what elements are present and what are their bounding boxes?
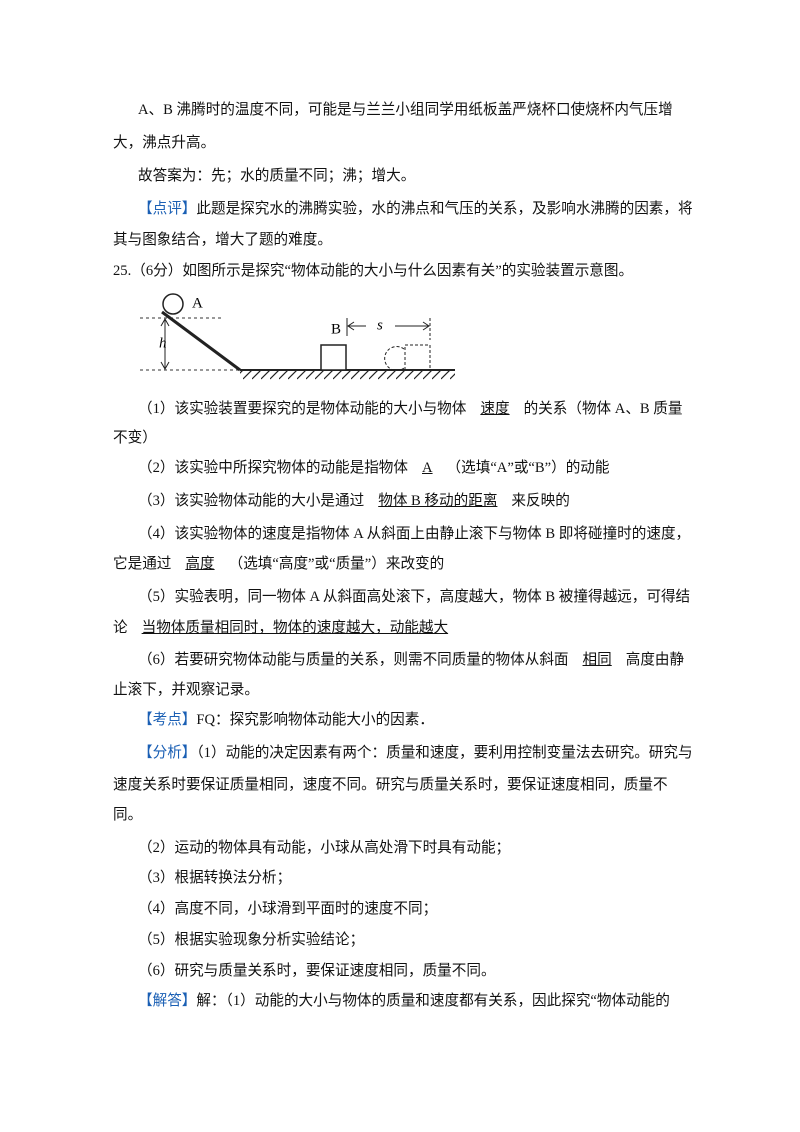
text-line: 25.（6分）如图所示是探究“物体动能的大小与什么因素有关”的实验装置示意图。 [113, 261, 633, 281]
text: （4）高度不同，小球滑到平面时的速度不同； [138, 901, 438, 917]
text-line: （4）高度不同，小球滑到平面时的速度不同； [138, 899, 437, 919]
text-line: 止滚下，并观察记录。 [113, 680, 259, 700]
text: 止滚下，并观察记录。 [113, 682, 259, 698]
text-line: 不变） [113, 428, 157, 448]
text: 的关系（物体 A、B 质量 [523, 401, 683, 417]
text: （选填“A”或“B”）的动能 [446, 460, 610, 476]
text-line: （4）该实验物体的速度是指物体 A 从斜面上由静止滚下与物体 B 即将碰撞时的速… [138, 524, 690, 544]
text-line: 速度关系时要保证质量相同，速度不同。研究与质量关系时，要保证速度相同，质量不 [113, 775, 668, 795]
text-line: （5）实验表明，同一物体 A 从斜面高处滚下，高度越大，物体 B 被撞得越远，可… [138, 587, 690, 607]
arrow-heads [160, 317, 170, 371]
text-line: （5）根据实验现象分析实验结论； [138, 930, 364, 950]
section-tag: 【解答】 [138, 993, 197, 1009]
label-b: B [331, 321, 341, 337]
label-s: s [377, 317, 383, 333]
text-line: 大，沸点升高。 [113, 133, 215, 153]
text: （选填“高度”或“质量”）来改变的 [228, 556, 445, 572]
text: （4）该实验物体的速度是指物体 A 从斜面上由静止滚下与物体 B 即将碰撞时的速… [138, 526, 691, 542]
text: （6）研究与质量关系时，要保证速度相同，质量不同。 [138, 963, 496, 979]
text: （3）根据转换法分析； [138, 870, 292, 886]
text-line: A、B 沸腾时的温度不同，可能是与兰兰小组同学用纸板盖严烧杯口使烧杯内气压增 [138, 100, 673, 120]
text-line: （1）该实验装置要探究的是物体动能的大小与物体 速度 的关系（物体 A、B 质量 [138, 399, 683, 419]
text: 大，沸点升高。 [113, 135, 216, 151]
text: （2）运动的物体具有动能，小球从高处滑下时具有动能； [138, 840, 511, 856]
ground-hatch [240, 371, 455, 380]
text: 25.（6分）如图所示是探究“物体动能的大小与什么因素有关”的实验装置示意图。 [113, 263, 634, 279]
answer-blank: 速度 [480, 401, 510, 417]
text: 它是通过 [113, 556, 172, 572]
text-line: 其与图象结合，增大了题的难度。 [113, 230, 332, 250]
text-line: 【点评】此题是探究水的沸腾实验，水的沸点和气压的关系，及影响水沸腾的因素，将 [138, 199, 693, 219]
text-line: （2）运动的物体具有动能，小球从高处滑下时具有动能； [138, 838, 510, 858]
text-line: 论当物体质量相同时，物体的速度越大，动能越大 [113, 618, 462, 638]
answer-blank: 高度 [185, 556, 215, 572]
text-line: 同。 [113, 805, 142, 825]
text: 高度由静 [625, 652, 685, 668]
text-line: （3）该实验物体动能的大小是通过 物体 B 移动的距离 来反映的 [138, 491, 570, 511]
text: 来反映的 [511, 493, 570, 509]
text: （5）根据实验现象分析实验结论； [138, 932, 365, 948]
text: FQ：探究影响物体动能大小的因素． [196, 712, 434, 728]
answer-blank: 当物体质量相同时，物体的速度越大，动能越大 [141, 620, 449, 636]
label-a: A [192, 295, 203, 311]
ball-a [162, 293, 184, 315]
answer-blank: 相同 [582, 652, 612, 668]
text-line: 故答案为：先；水的质量不同；沸；增大。 [138, 166, 415, 186]
text-line: （2）该实验中所探究物体的动能是指物体 A （选填“A”或“B”）的动能 [138, 458, 609, 478]
text: （2）该实验中所探究物体的动能是指物体 [138, 460, 408, 476]
text-line: （6）若要研究物体动能与质量的关系，则需不同质量的物体从斜面 相同 高度由静 [138, 650, 684, 670]
section-tag: 【分析】 [138, 745, 197, 761]
text-line: 【分析】（1）动能的决定因素有两个：质量和速度，要利用控制变量法去研究。研究与 [138, 743, 693, 763]
text: 同。 [113, 807, 143, 823]
block-b [320, 344, 347, 371]
text: 此题是探究水的沸腾实验，水的沸点和气压的关系，及影响水沸腾的因素，将 [196, 201, 693, 217]
text-line: （6）研究与质量关系时，要保证速度相同，质量不同。 [138, 961, 496, 981]
moved-block [404, 344, 431, 371]
text: （6）若要研究物体动能与质量的关系，则需不同质量的物体从斜面 [138, 652, 569, 668]
answer-blank: 物体 B 移动的距离 [378, 493, 498, 509]
label-h: h [159, 335, 167, 351]
text: （5）实验表明，同一物体 A 从斜面高处滚下，高度越大，物体 B 被撞得越远，可… [138, 589, 691, 605]
ramp [161, 310, 241, 372]
text: 故答案为：先；水的质量不同；沸；增大。 [138, 168, 416, 184]
text: （1）动能的决定因素有两个：质量和速度，要利用控制变量法去研究。研究与 [196, 745, 693, 761]
text: 解：（1）动能的大小与物体的质量和速度都有关系，因此探究“物体动能的 [196, 993, 670, 1009]
text-line: 【解答】解：（1）动能的大小与物体的质量和速度都有关系，因此探究“物体动能的 [138, 991, 670, 1011]
text: （1）该实验装置要探究的是物体动能的大小与物体 [138, 401, 467, 417]
section-tag: 【点评】 [138, 201, 197, 217]
text: 速度关系时要保证质量相同，速度不同。研究与质量关系时，要保证速度相同，质量不 [113, 777, 668, 793]
section-tag: 【考点】 [138, 712, 197, 728]
text: 论 [113, 620, 128, 636]
text: 不变） [113, 430, 157, 446]
text-line: 【考点】FQ：探究影响物体动能大小的因素． [138, 710, 434, 730]
arrow-heads [347, 321, 430, 331]
text: 其与图象结合，增大了题的难度。 [113, 232, 332, 248]
text-line: 它是通过 高度 （选填“高度”或“质量”）来改变的 [113, 554, 444, 574]
text: （3）该实验物体动能的大小是通过 [138, 493, 365, 509]
text-line: （3）根据转换法分析； [138, 868, 291, 888]
moved-ball [384, 346, 405, 371]
answer-blank: A [422, 460, 433, 476]
text: A、B 沸腾时的温度不同，可能是与兰兰小组同学用纸板盖严烧杯口使烧杯内气压增 [138, 102, 673, 118]
